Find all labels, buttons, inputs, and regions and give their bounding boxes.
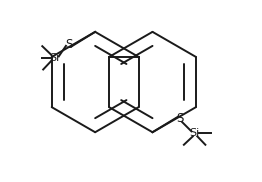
Text: S: S: [177, 112, 184, 125]
Text: Si: Si: [189, 128, 200, 138]
Text: Si: Si: [50, 53, 60, 63]
Text: S: S: [66, 38, 73, 51]
